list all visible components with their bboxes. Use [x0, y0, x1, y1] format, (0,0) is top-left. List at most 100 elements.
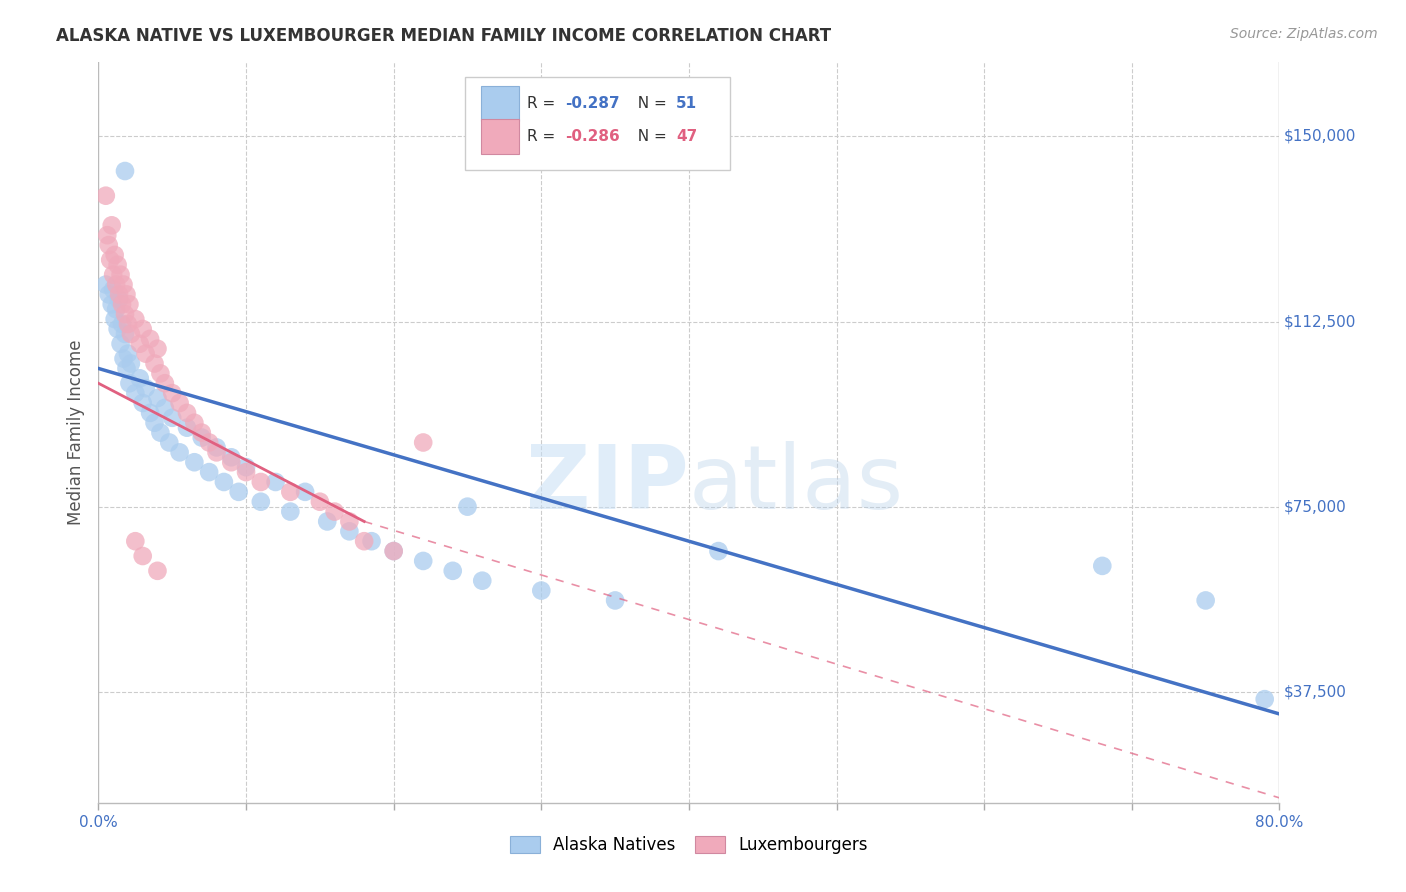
Text: ZIP: ZIP: [526, 441, 689, 528]
Point: [205, 441, 228, 455]
Point: [162, 386, 183, 401]
Text: R =: R =: [527, 129, 560, 144]
Point: [120, 326, 142, 341]
Text: -0.286: -0.286: [565, 129, 620, 144]
FancyBboxPatch shape: [481, 86, 519, 120]
Point: [117, 346, 139, 360]
Point: [107, 322, 129, 336]
Point: [169, 445, 191, 459]
Point: [115, 287, 138, 301]
Text: N =: N =: [627, 129, 671, 144]
Point: [143, 357, 166, 371]
Point: [111, 317, 134, 331]
Point: [250, 475, 273, 489]
Point: [104, 312, 127, 326]
Point: [97, 287, 120, 301]
Point: [114, 164, 136, 178]
Point: [118, 376, 141, 391]
Point: [235, 460, 257, 475]
Point: [146, 391, 169, 405]
Point: [143, 416, 166, 430]
Point: [135, 346, 157, 360]
Text: $75,000: $75,000: [1284, 500, 1347, 514]
Point: [250, 494, 273, 508]
Text: 47: 47: [676, 129, 697, 144]
Point: [221, 455, 243, 469]
Point: [103, 268, 125, 282]
Point: [100, 297, 122, 311]
Point: [221, 450, 243, 465]
Text: atlas: atlas: [689, 441, 904, 528]
Point: [339, 524, 361, 539]
Point: [382, 544, 405, 558]
Point: [94, 277, 117, 292]
Point: [191, 431, 214, 445]
Point: [132, 549, 155, 563]
Point: [124, 312, 146, 326]
Text: R =: R =: [527, 95, 560, 111]
Point: [132, 322, 155, 336]
Point: [117, 317, 139, 331]
Point: [294, 484, 316, 499]
Point: [114, 307, 136, 321]
Point: [107, 258, 129, 272]
Point: [1091, 558, 1114, 573]
Point: [353, 534, 375, 549]
Point: [139, 332, 162, 346]
Text: N =: N =: [627, 95, 671, 111]
Point: [205, 445, 228, 459]
Point: [108, 293, 131, 307]
Point: [183, 455, 205, 469]
Point: [94, 188, 117, 202]
Point: [157, 435, 180, 450]
Point: [146, 342, 169, 356]
Point: [108, 287, 131, 301]
Point: [112, 351, 135, 366]
Text: 51: 51: [676, 95, 697, 111]
Point: [114, 326, 136, 341]
Point: [235, 465, 257, 479]
Point: [176, 406, 198, 420]
FancyBboxPatch shape: [464, 78, 730, 169]
Point: [316, 515, 339, 529]
Point: [169, 396, 191, 410]
Point: [96, 228, 118, 243]
Text: $150,000: $150,000: [1284, 129, 1357, 144]
Point: [323, 505, 346, 519]
Point: [162, 410, 183, 425]
Point: [97, 238, 120, 252]
Point: [149, 425, 172, 440]
Point: [135, 381, 157, 395]
Point: [104, 248, 127, 262]
Point: [103, 283, 125, 297]
Point: [412, 435, 434, 450]
Point: [149, 367, 172, 381]
FancyBboxPatch shape: [481, 119, 519, 154]
Point: [457, 500, 479, 514]
Point: [280, 505, 302, 519]
Point: [124, 534, 146, 549]
Point: [264, 475, 287, 489]
Point: [120, 357, 142, 371]
Point: [191, 425, 214, 440]
Legend: Alaska Natives, Luxembourgers: Alaska Natives, Luxembourgers: [503, 830, 875, 861]
Text: -0.287: -0.287: [565, 95, 620, 111]
Point: [198, 465, 221, 479]
Y-axis label: Median Family Income: Median Family Income: [66, 340, 84, 525]
Point: [198, 435, 221, 450]
Point: [146, 564, 169, 578]
Point: [228, 484, 250, 499]
Text: $112,500: $112,500: [1284, 314, 1357, 329]
Point: [605, 593, 627, 607]
Point: [118, 297, 141, 311]
Text: $37,500: $37,500: [1284, 684, 1347, 699]
Point: [128, 371, 150, 385]
Point: [280, 484, 302, 499]
Point: [153, 401, 176, 415]
Point: [1254, 692, 1277, 706]
Point: [707, 544, 730, 558]
Point: [176, 420, 198, 434]
Point: [309, 494, 332, 508]
Point: [139, 406, 162, 420]
Point: [530, 583, 553, 598]
